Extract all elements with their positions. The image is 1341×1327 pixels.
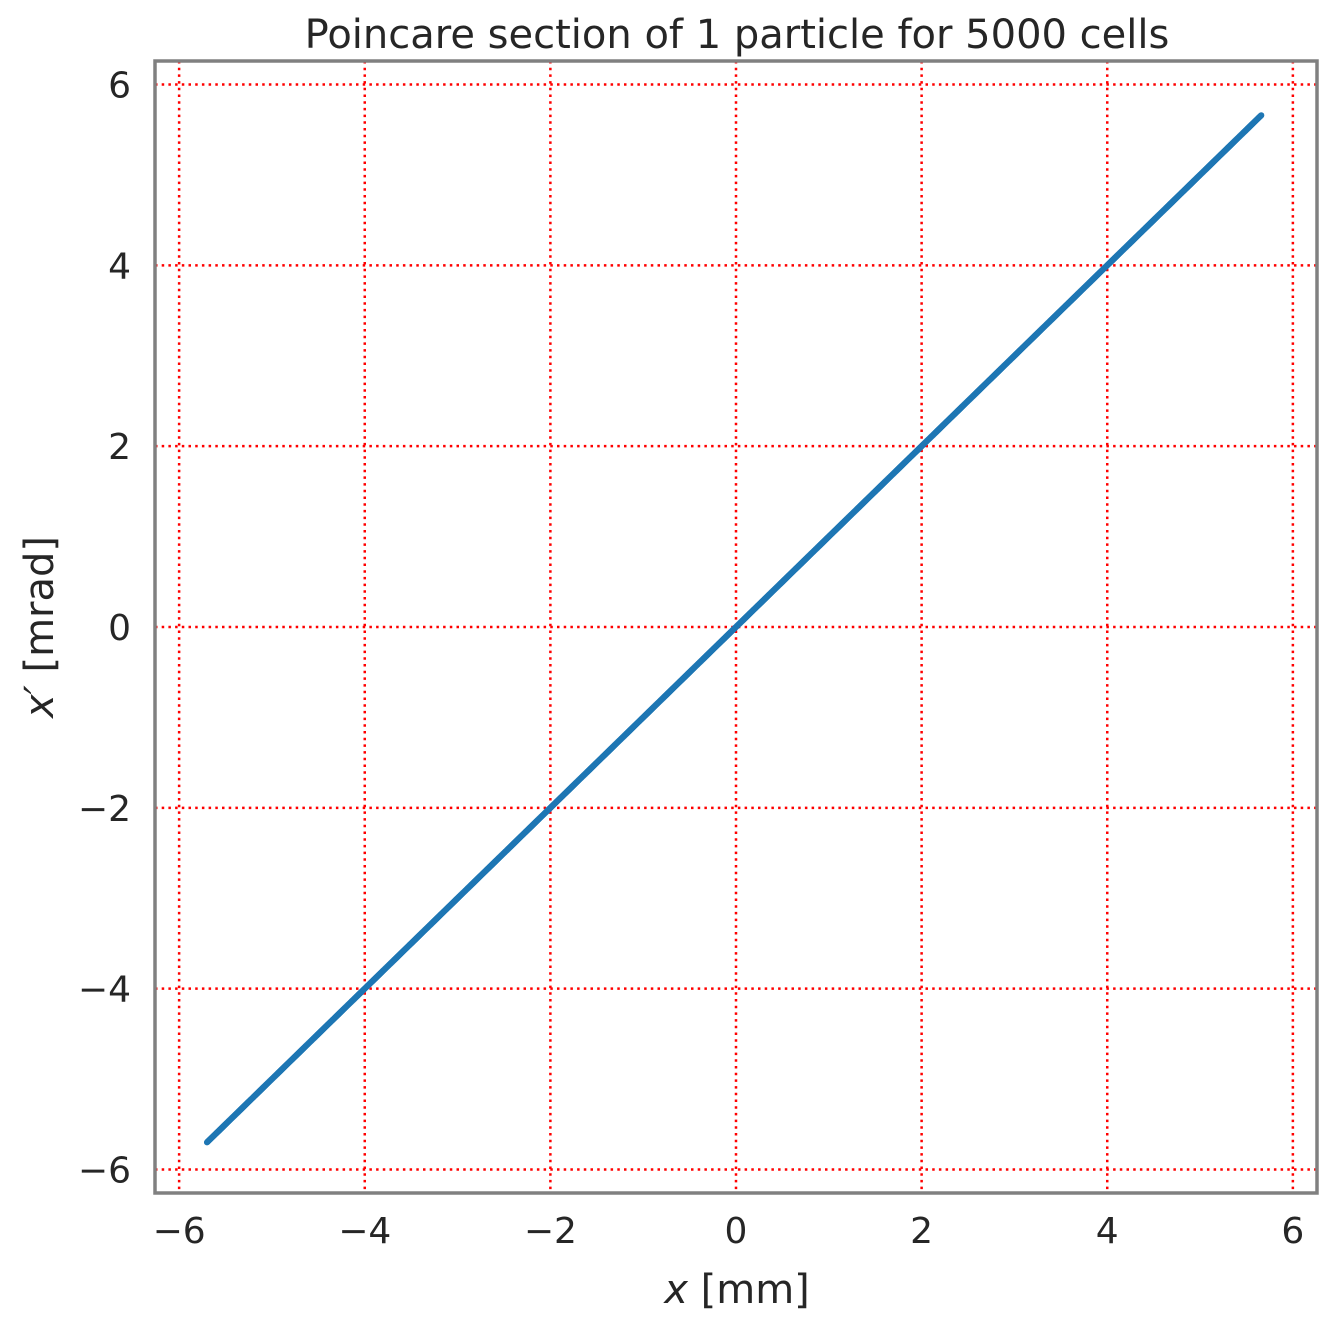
chart-title: Poincare section of 1 particle for 5000 … [305, 12, 1170, 58]
plot-area [153, 59, 1319, 1195]
scatter-points [203, 112, 1265, 1146]
grid-lines [155, 61, 1317, 1193]
